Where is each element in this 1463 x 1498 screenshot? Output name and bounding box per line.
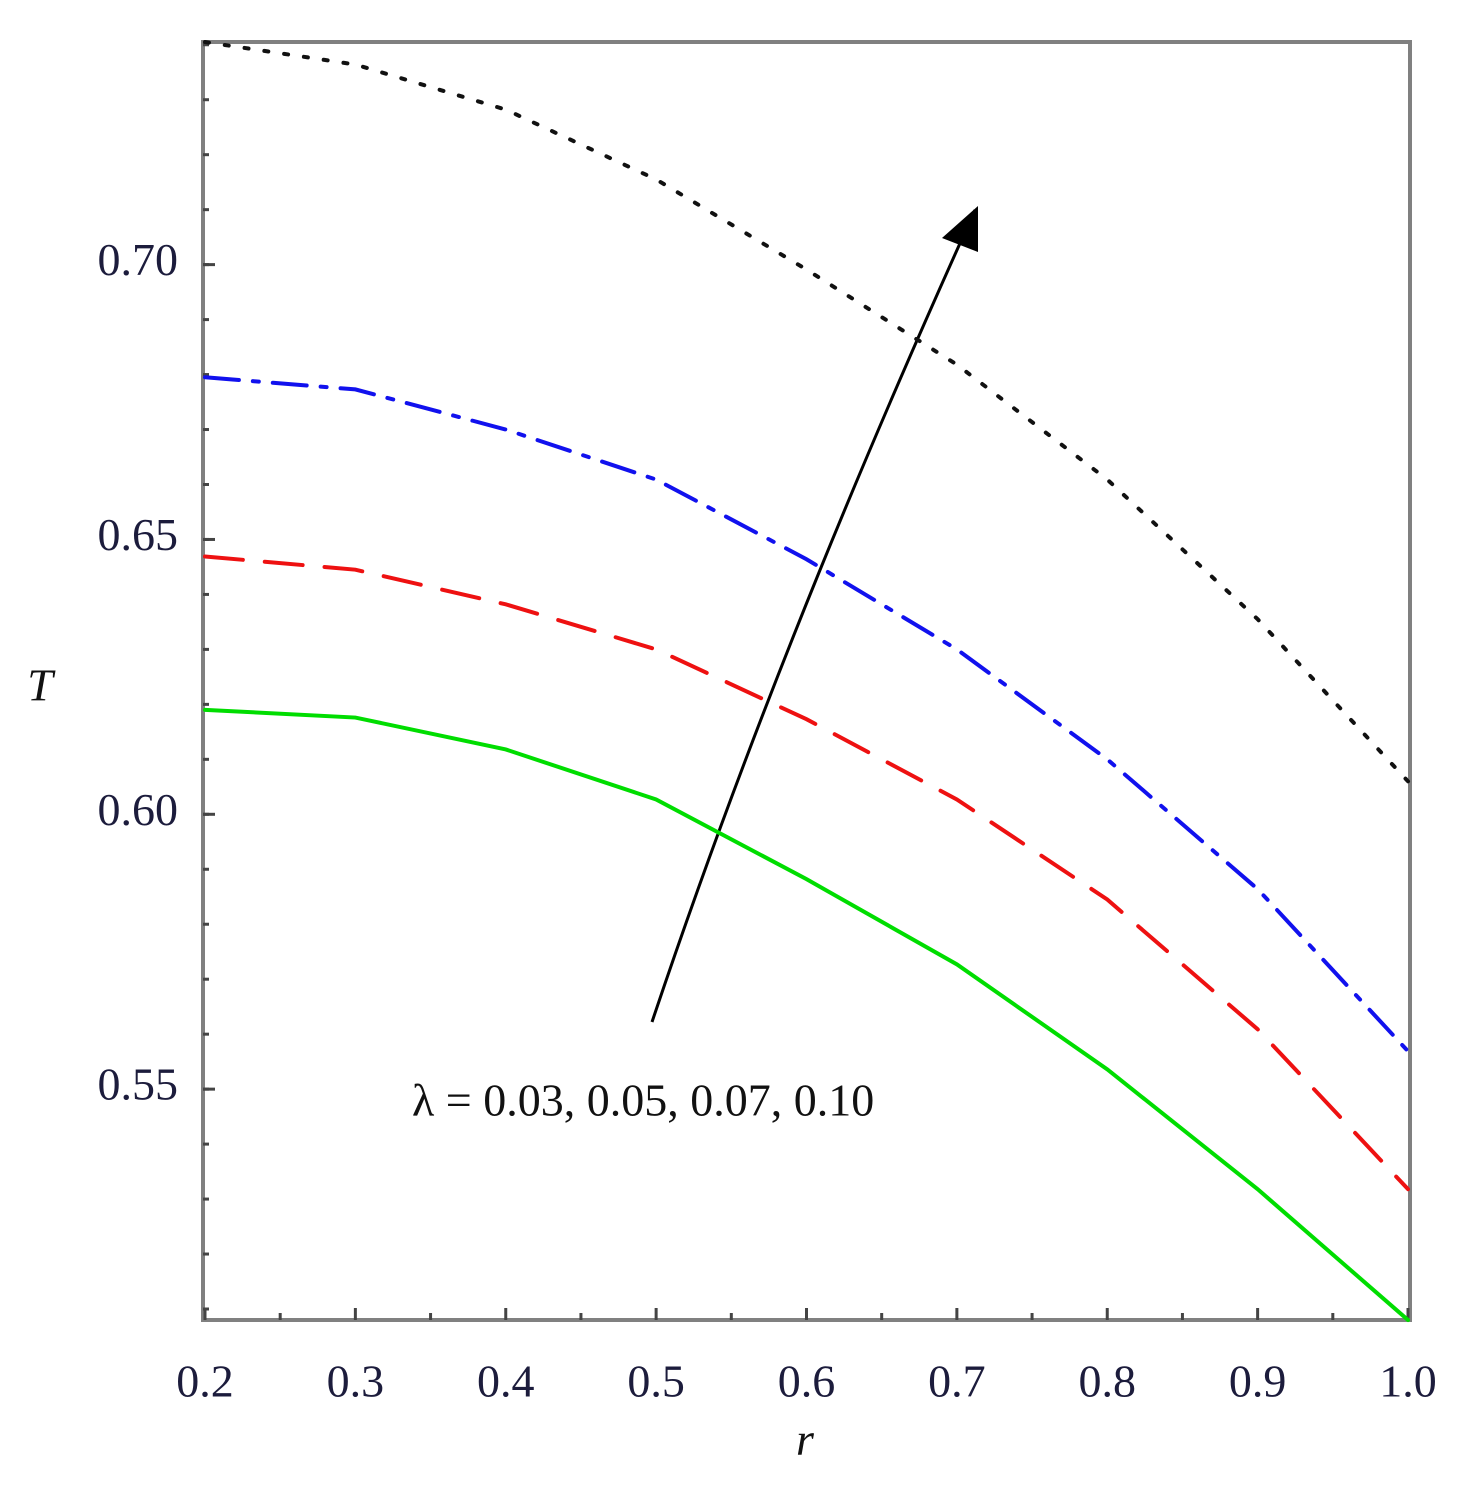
y-tick-label: 0.55 — [98, 1059, 179, 1110]
series-line — [203, 554, 1410, 1192]
series-line — [203, 375, 1410, 1054]
x-tick-label: 0.8 — [1079, 1356, 1137, 1407]
x-tick-label: 0.5 — [627, 1356, 685, 1407]
y-axis-label: T — [27, 660, 56, 711]
y-tick-label: 0.70 — [98, 234, 179, 285]
x-tick-label: 0.3 — [327, 1356, 385, 1407]
x-tick-label: 0.7 — [928, 1356, 986, 1407]
x-tick-label: 0.4 — [477, 1356, 535, 1407]
x-tick-label: 1.0 — [1379, 1356, 1437, 1407]
arrow-head — [942, 206, 978, 252]
series-line — [203, 707, 1410, 1322]
series-line — [203, 40, 1410, 784]
x-tick-label: 0.6 — [778, 1356, 836, 1407]
x-tick-label: 0.2 — [176, 1356, 234, 1407]
x-axis-label: r — [796, 1414, 815, 1465]
x-tick-label: 0.9 — [1229, 1356, 1287, 1407]
plot-frame — [201, 40, 1412, 1322]
y-tick-label: 0.60 — [98, 784, 179, 835]
arrow — [650, 209, 977, 1023]
y-tick-label: 0.65 — [98, 509, 179, 560]
annotation: λ = 0.03, 0.05, 0.07, 0.10 — [412, 1075, 874, 1126]
